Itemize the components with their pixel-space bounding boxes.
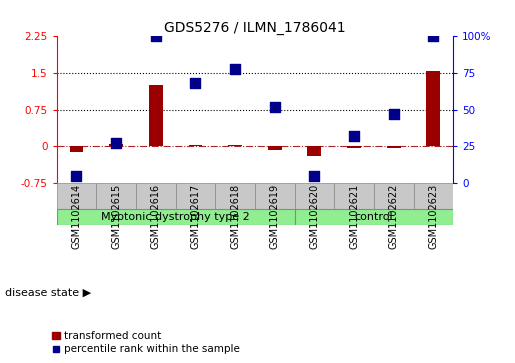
Text: disease state ▶: disease state ▶ xyxy=(5,287,91,297)
Bar xyxy=(136,183,176,209)
Point xyxy=(350,133,358,139)
Title: GDS5276 / ILMN_1786041: GDS5276 / ILMN_1786041 xyxy=(164,21,346,35)
Point xyxy=(310,173,318,179)
Bar xyxy=(268,146,282,150)
Bar xyxy=(57,183,96,209)
Point xyxy=(151,33,160,39)
Bar xyxy=(255,183,295,209)
Bar xyxy=(188,145,202,146)
Text: GSM1102614: GSM1102614 xyxy=(72,184,81,249)
Text: control: control xyxy=(354,212,393,222)
Point xyxy=(389,111,398,117)
Text: GSM1102623: GSM1102623 xyxy=(428,184,438,249)
Text: GSM1102622: GSM1102622 xyxy=(389,184,399,249)
Bar xyxy=(414,183,453,209)
Bar xyxy=(96,183,136,209)
Text: GSM1102619: GSM1102619 xyxy=(270,184,280,249)
Bar xyxy=(149,85,163,146)
Text: GSM1102616: GSM1102616 xyxy=(151,184,161,249)
Bar xyxy=(387,146,401,148)
Bar xyxy=(334,183,374,209)
Bar xyxy=(70,146,83,152)
Text: GSM1102617: GSM1102617 xyxy=(191,184,200,249)
Point xyxy=(191,80,199,86)
Bar xyxy=(295,183,334,209)
Text: GSM1102620: GSM1102620 xyxy=(310,184,319,249)
Text: Myotonic dystrophy type 2: Myotonic dystrophy type 2 xyxy=(101,212,250,222)
Bar xyxy=(307,146,321,156)
Bar xyxy=(215,183,255,209)
Bar xyxy=(426,70,440,146)
Point xyxy=(231,66,239,72)
Bar xyxy=(109,144,123,146)
Legend: transformed count, percentile rank within the sample: transformed count, percentile rank withi… xyxy=(52,331,240,354)
Bar xyxy=(57,209,295,225)
Bar xyxy=(347,146,361,148)
Bar xyxy=(228,145,242,146)
Point xyxy=(429,33,437,39)
Point xyxy=(72,173,80,179)
Text: GSM1102618: GSM1102618 xyxy=(230,184,240,249)
Bar xyxy=(176,183,215,209)
Point xyxy=(271,104,279,110)
Bar xyxy=(295,209,453,225)
Point xyxy=(112,140,120,146)
Text: GSM1102621: GSM1102621 xyxy=(349,184,359,249)
Bar xyxy=(374,183,414,209)
Text: GSM1102615: GSM1102615 xyxy=(111,184,121,249)
